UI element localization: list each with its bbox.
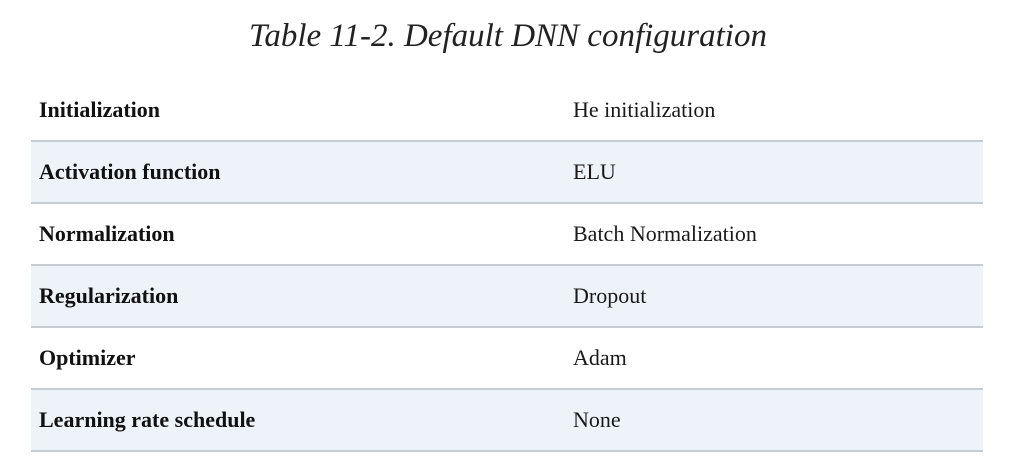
hyperparameter-value: None <box>566 389 983 452</box>
hyperparameter-name: Activation function <box>31 141 566 204</box>
hyperparameter-value: He initialization <box>566 80 983 142</box>
table-row: Optimizer Adam <box>31 327 983 390</box>
table-row: Activation function ELU <box>31 141 983 204</box>
table-row: Learning rate schedule None <box>31 389 983 452</box>
table-caption: Table 11-2. Default DNN configuration <box>249 18 767 54</box>
hyperparameter-value: Dropout <box>566 265 983 328</box>
table-row: Initialization He initialization <box>31 80 983 142</box>
hyperparameter-name: Initialization <box>31 80 566 142</box>
hyperparameter-name: Normalization <box>31 203 566 266</box>
hyperparameter-name: Optimizer <box>31 327 566 390</box>
table-row: Regularization Dropout <box>31 265 983 328</box>
dnn-config-table: Initialization He initialization Activat… <box>31 80 983 452</box>
hyperparameter-value: ELU <box>566 141 983 204</box>
hyperparameter-value: Batch Normalization <box>566 203 983 266</box>
table-row: Normalization Batch Normalization <box>31 203 983 266</box>
hyperparameter-name: Learning rate schedule <box>31 389 566 452</box>
hyperparameter-name: Regularization <box>31 265 566 328</box>
hyperparameter-value: Adam <box>566 327 983 390</box>
